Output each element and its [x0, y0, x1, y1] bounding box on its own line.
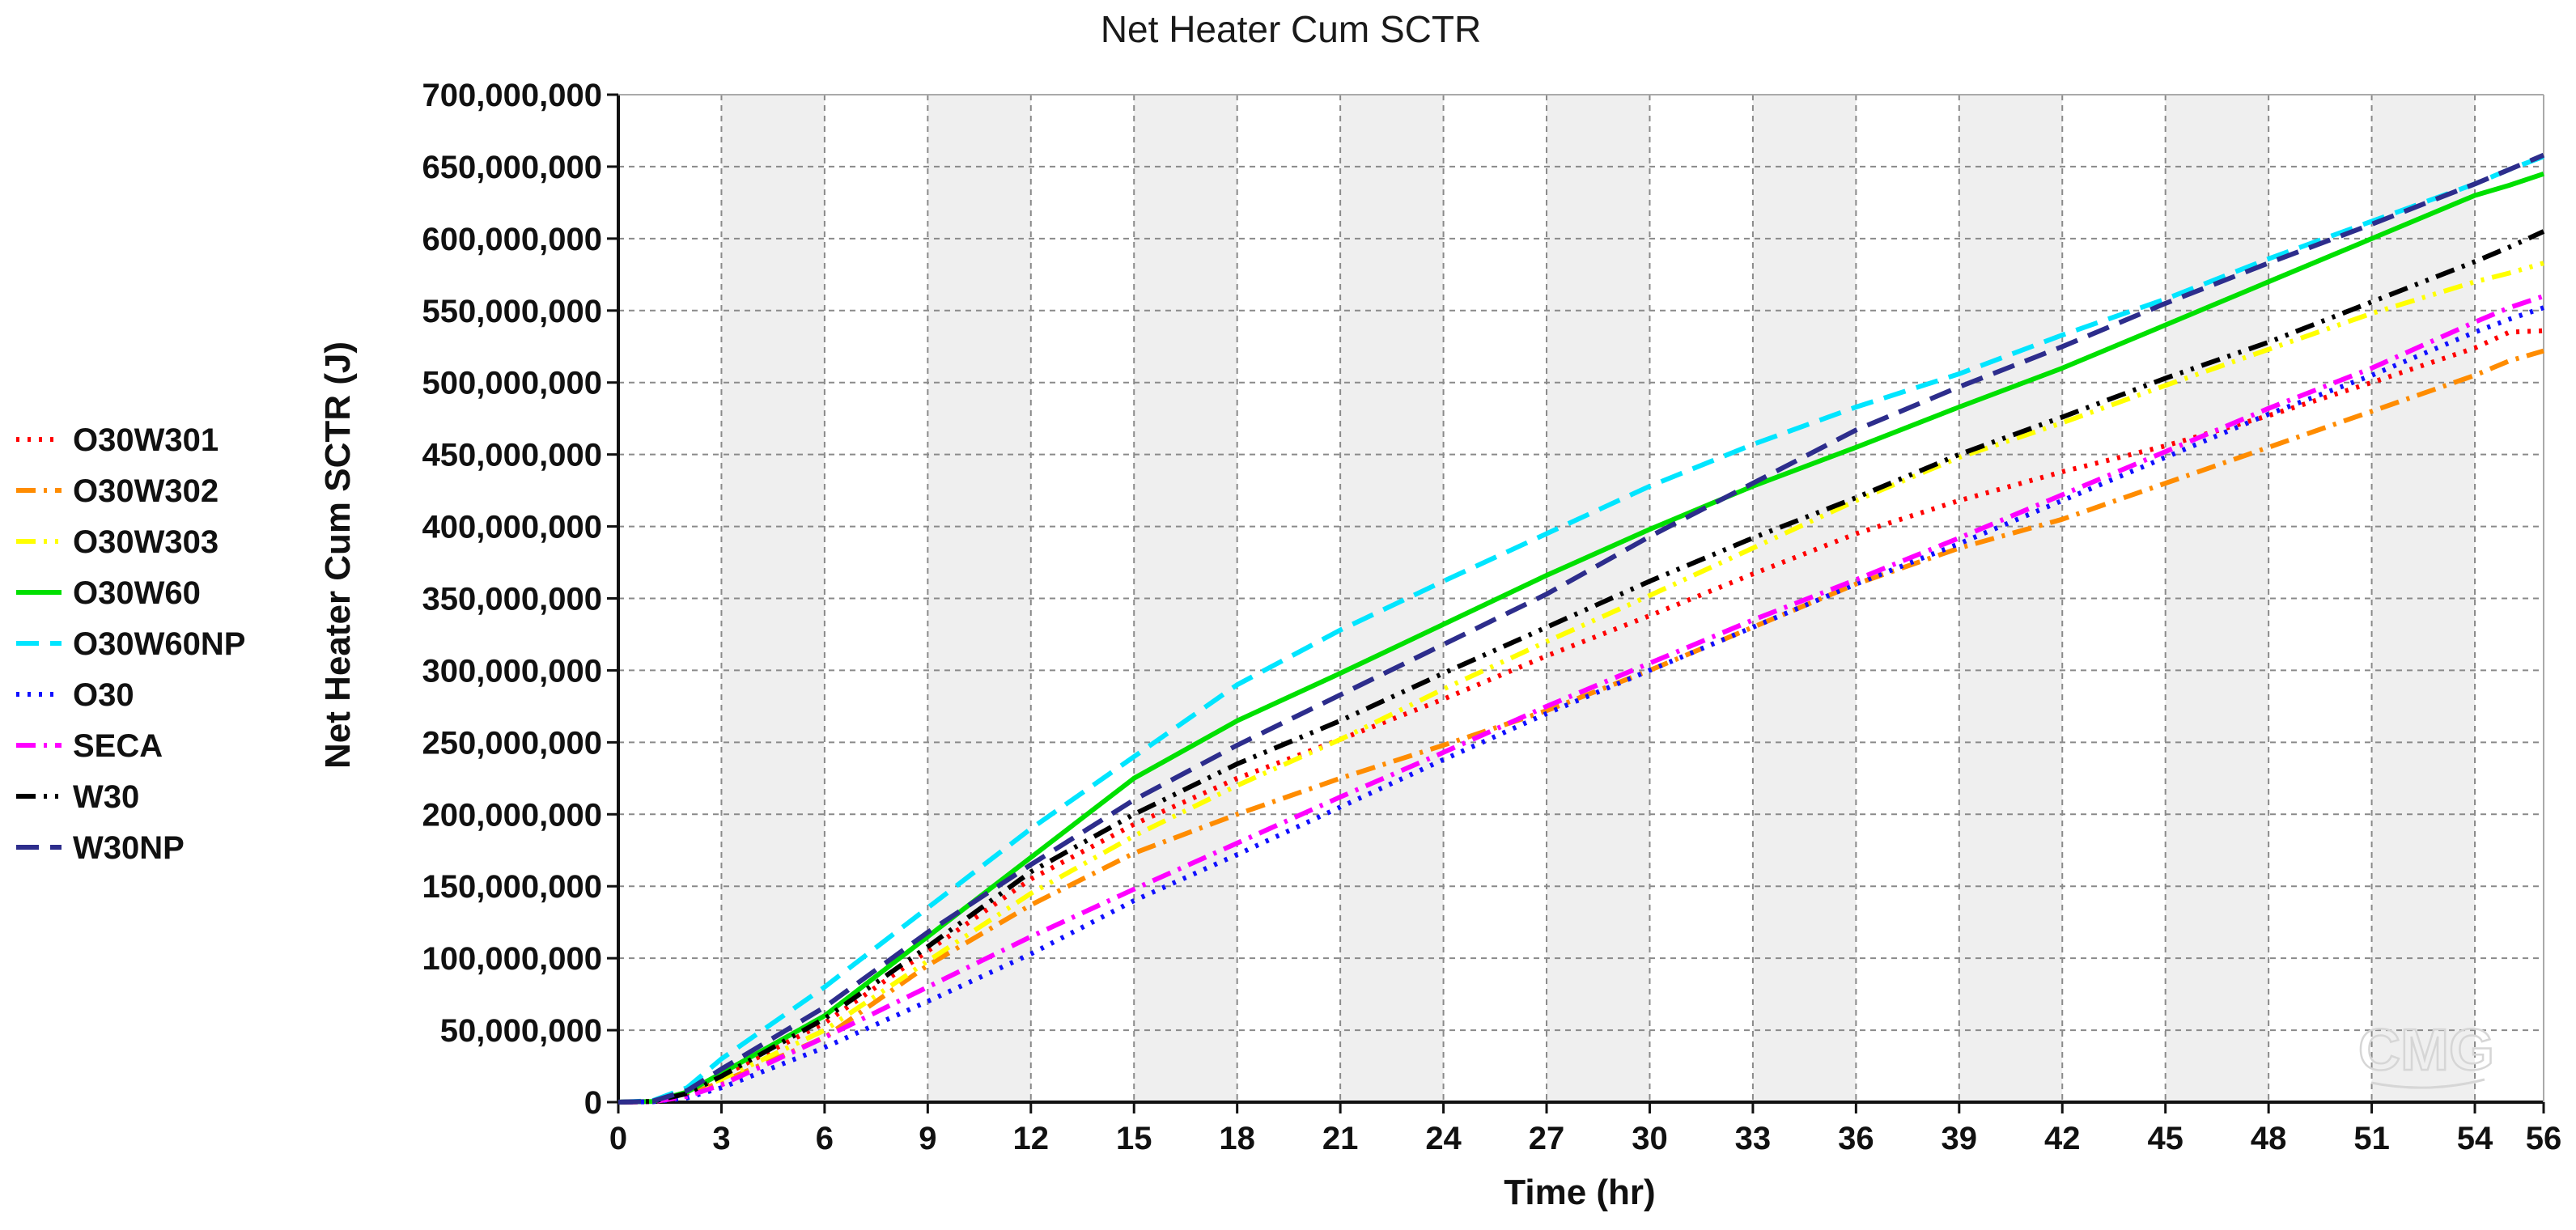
y-tick-label: 0 [584, 1085, 602, 1121]
x-tick-label: 56 [2526, 1121, 2562, 1156]
legend-item-o30: O30 [16, 677, 134, 713]
x-tick-label: 24 [1425, 1121, 1462, 1156]
y-tick-label: 700,000,000 [422, 78, 602, 113]
y-tick-label: 350,000,000 [422, 582, 602, 617]
x-tick-label: 45 [2147, 1121, 2183, 1156]
series-line-o30w302 [617, 348, 2544, 1105]
legend-label: O30W60 [73, 575, 201, 611]
series-line-o30w303 [617, 261, 2544, 1105]
series-lines [617, 152, 2545, 1105]
series-line-w30 [617, 229, 2545, 1105]
x-axis-ticks: 0 3 6 9 12 15 18 21 24 27 30 33 36 39 42 45 48 51 54 56 [609, 1102, 2561, 1156]
y-tick-label: 200,000,000 [422, 797, 602, 833]
legend-item-o30w303: O30W303 [16, 524, 219, 560]
legend-label: W30 [73, 779, 139, 815]
x-tick-label: 18 [1219, 1121, 1255, 1156]
x-tick-label: 27 [1529, 1121, 1565, 1156]
legend-label: O30W60NP [73, 626, 245, 662]
x-axis-label: Time (hr) [1504, 1173, 1655, 1212]
y-tick-label: 250,000,000 [422, 725, 602, 761]
x-tick-label: 33 [1735, 1121, 1772, 1156]
legend-item-w30np: W30NP [16, 830, 185, 866]
y-tick-label: 550,000,000 [422, 294, 602, 329]
chart-title: Net Heater Cum SCTR [1101, 8, 1481, 50]
x-tick-label: 48 [2251, 1121, 2287, 1156]
series-line-o30w60 [617, 171, 2544, 1105]
y-axis-ticks: 0 50,000,000 100,000,000 150,000,000 200,000… [422, 78, 618, 1121]
x-tick-label: 0 [609, 1121, 627, 1156]
legend-label: O30W302 [73, 473, 219, 509]
x-tick-label: 42 [2044, 1121, 2081, 1156]
x-tick-label: 3 [712, 1121, 730, 1156]
legend-label: SECA [73, 728, 163, 764]
y-tick-label: 400,000,000 [422, 510, 602, 545]
series-line-w30np [617, 152, 2545, 1105]
y-tick-label: 450,000,000 [422, 438, 602, 473]
series-line-o30w301 [617, 328, 2544, 1105]
y-tick-label: 50,000,000 [440, 1013, 602, 1049]
y-axis-label: Net Heater Cum SCTR (J) [318, 341, 358, 769]
x-tick-label: 51 [2353, 1121, 2390, 1156]
x-tick-label: 15 [1116, 1121, 1152, 1156]
x-tick-label: 39 [1942, 1121, 1978, 1156]
y-tick-label: 650,000,000 [422, 150, 602, 185]
series-line-o30w60np [617, 154, 2545, 1105]
legend-item-w30: W30 [16, 779, 139, 815]
legend-label: O30W301 [73, 422, 219, 458]
y-tick-label: 600,000,000 [422, 222, 602, 257]
x-tick-label: 9 [919, 1121, 936, 1156]
series-line-seca [617, 294, 2544, 1105]
x-tick-label: 36 [1838, 1121, 1874, 1156]
x-tick-label: 12 [1013, 1121, 1050, 1156]
legend-item-seca: SECA [16, 728, 163, 764]
x-tick-label: 30 [1632, 1121, 1668, 1156]
y-tick-label: 150,000,000 [422, 869, 602, 905]
legend-label: W30NP [73, 830, 185, 866]
series-line-o30 [617, 305, 2544, 1105]
y-tick-label: 300,000,000 [422, 653, 602, 689]
cmg-watermark-text: CMG [2358, 1018, 2494, 1083]
axes [617, 94, 2544, 1104]
x-tick-label: 6 [816, 1121, 834, 1156]
gridlines [618, 95, 2544, 1102]
legend-item-o30w302: O30W302 [16, 473, 219, 509]
y-tick-label: 100,000,000 [422, 941, 602, 977]
x-tick-label: 21 [1322, 1121, 1359, 1156]
legend-item-o30w301: O30W301 [16, 422, 219, 458]
legend-label: O30W303 [73, 524, 219, 560]
cmg-watermark-swoosh [2370, 1078, 2485, 1089]
legend-item-o30w60np: O30W60NP [16, 626, 245, 662]
legend-label: O30 [73, 677, 134, 713]
y-tick-label: 500,000,000 [422, 366, 602, 401]
legend-item-o30w60: O30W60 [16, 575, 201, 611]
x-tick-label: 54 [2457, 1121, 2493, 1156]
cmg-logo: CMG [2357, 1017, 2495, 1089]
legend: O30W301 O30W302 O30W303 O30W60 O30W60NP O30 SE… [16, 422, 245, 866]
